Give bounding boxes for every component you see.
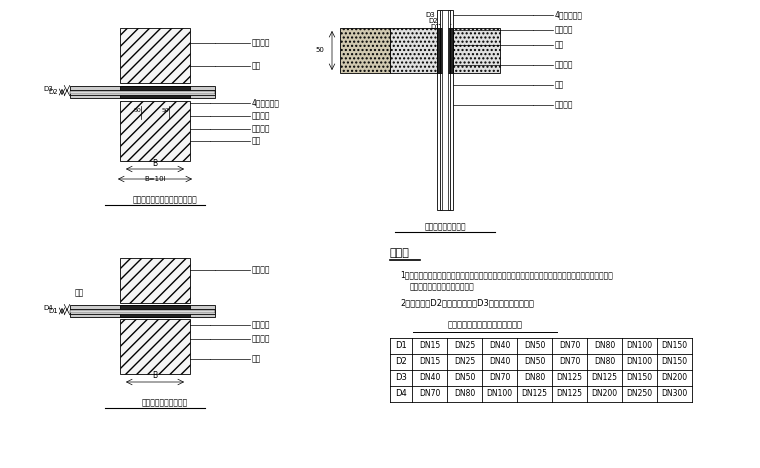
Text: D3: D3 (43, 86, 53, 92)
Text: DN80: DN80 (594, 342, 615, 351)
Text: D2: D2 (429, 18, 438, 24)
Text: D3: D3 (395, 373, 407, 382)
Bar (120, 305, 190, 317)
Text: 燃气管道: 燃气管道 (252, 124, 271, 133)
Text: 水泥砂浆: 水泥砂浆 (555, 25, 574, 35)
Text: DN250: DN250 (626, 389, 653, 398)
Bar (70, 90, 215, 94)
Text: 50: 50 (315, 47, 325, 53)
Bar (70, 305, 215, 317)
Text: 墙板: 墙板 (252, 61, 261, 71)
Text: 一定间距，并用油麦路封堵严。: 一定间距，并用油麦路封堵严。 (410, 282, 475, 291)
Text: B=10I: B=10I (144, 176, 166, 182)
Text: B: B (153, 159, 157, 168)
Bar (340, 28, 390, 73)
Text: DN80: DN80 (594, 358, 615, 366)
Text: DN200: DN200 (661, 373, 688, 382)
Text: 4分沥青油严: 4分沥青油严 (555, 10, 583, 20)
Text: DN70: DN70 (559, 358, 580, 366)
Text: DN125: DN125 (521, 389, 547, 398)
Text: D4: D4 (43, 305, 52, 311)
Text: 墙体: 墙体 (252, 137, 261, 146)
Text: DN25: DN25 (454, 358, 475, 366)
Text: 插气管穿楼板的做法: 插气管穿楼板的做法 (424, 222, 466, 231)
Bar (120, 319, 190, 374)
Text: D2: D2 (49, 89, 58, 95)
Text: DN100: DN100 (626, 358, 653, 366)
Text: D2: D2 (395, 358, 407, 366)
Text: 2．套管直径D2应按计算确定，D3应按相应规格选择。: 2．套管直径D2应按计算确定，D3应按相应规格选择。 (400, 298, 534, 307)
Text: 说明：: 说明： (390, 248, 410, 258)
Text: DN150: DN150 (661, 342, 688, 351)
Text: 50: 50 (133, 109, 141, 114)
Bar (390, 28, 500, 73)
Text: 燃气地下引入管穿基础墙的做法: 燃气地下引入管穿基础墙的做法 (133, 195, 198, 204)
Text: DN200: DN200 (591, 389, 618, 398)
Bar (70, 89, 215, 95)
Bar (437, 28, 453, 73)
Text: DN50: DN50 (454, 373, 475, 382)
Text: DN150: DN150 (661, 358, 688, 366)
Text: B: B (153, 372, 157, 380)
Bar (70, 309, 215, 313)
Bar (120, 28, 190, 83)
Text: 4分沥青油严: 4分沥青油严 (252, 98, 280, 108)
Text: 油麻束水: 油麻束水 (252, 321, 271, 329)
Text: DN125: DN125 (556, 389, 582, 398)
Text: DN100: DN100 (626, 342, 653, 351)
Text: DN150: DN150 (626, 373, 653, 382)
Bar (70, 308, 215, 314)
Text: D3: D3 (426, 12, 435, 18)
Text: D1: D1 (48, 308, 58, 314)
Text: 50: 50 (161, 109, 169, 114)
Text: DN125: DN125 (591, 373, 617, 382)
Text: D1: D1 (430, 24, 440, 30)
Text: DN80: DN80 (454, 389, 475, 398)
Text: 燃气管道: 燃气管道 (252, 335, 271, 344)
Text: DN100: DN100 (486, 389, 512, 398)
Text: 水泥砂浆: 水泥砂浆 (252, 265, 271, 275)
Text: 水泥砂浆: 水泥砂浆 (252, 38, 271, 47)
Text: DN50: DN50 (524, 358, 545, 366)
Bar (442, 10, 448, 210)
Text: 室内燃气管套管规格（公称直径）: 室内燃气管套管规格（公称直径） (448, 320, 523, 329)
Text: DN15: DN15 (419, 358, 440, 366)
Text: DN125: DN125 (556, 373, 582, 382)
Bar (440, 10, 450, 210)
Text: DN70: DN70 (489, 373, 510, 382)
Text: D1: D1 (395, 342, 407, 351)
Bar (70, 86, 215, 98)
Text: D4: D4 (395, 389, 407, 398)
Bar (120, 101, 190, 161)
Text: 油麻束水: 油麻束水 (252, 111, 271, 120)
Text: DN40: DN40 (489, 342, 510, 351)
Text: DN70: DN70 (419, 389, 440, 398)
Bar (440, 28, 450, 73)
Text: 1．本图适用于高层建筑，燃气管在穿越暗墙处其上方与套管的间距以能容纳最大沉降差为准，两层業管: 1．本图适用于高层建筑，燃气管在穿越暗墙处其上方与套管的间距以能容纳最大沉降差为… (400, 270, 613, 279)
Text: 燃气管道: 燃气管道 (555, 101, 574, 110)
Text: 墙板: 墙板 (75, 288, 84, 297)
Text: DN70: DN70 (559, 342, 580, 351)
Bar (437, 10, 453, 210)
Text: DN40: DN40 (489, 358, 510, 366)
Text: 墙体: 墙体 (252, 354, 261, 364)
Text: DN300: DN300 (661, 389, 688, 398)
Text: DN15: DN15 (419, 342, 440, 351)
Text: DN25: DN25 (454, 342, 475, 351)
Text: 墙管: 墙管 (555, 80, 564, 89)
Bar (120, 258, 190, 303)
Text: 油麻束水: 油麻束水 (555, 60, 574, 70)
Text: 板层: 板层 (555, 41, 564, 50)
Text: 燃气管穿内墙墙的做法: 燃气管穿内墙墙的做法 (142, 398, 188, 407)
Text: DN50: DN50 (524, 342, 545, 351)
Text: DN40: DN40 (419, 373, 440, 382)
Bar (120, 86, 190, 98)
Text: DN80: DN80 (524, 373, 545, 382)
